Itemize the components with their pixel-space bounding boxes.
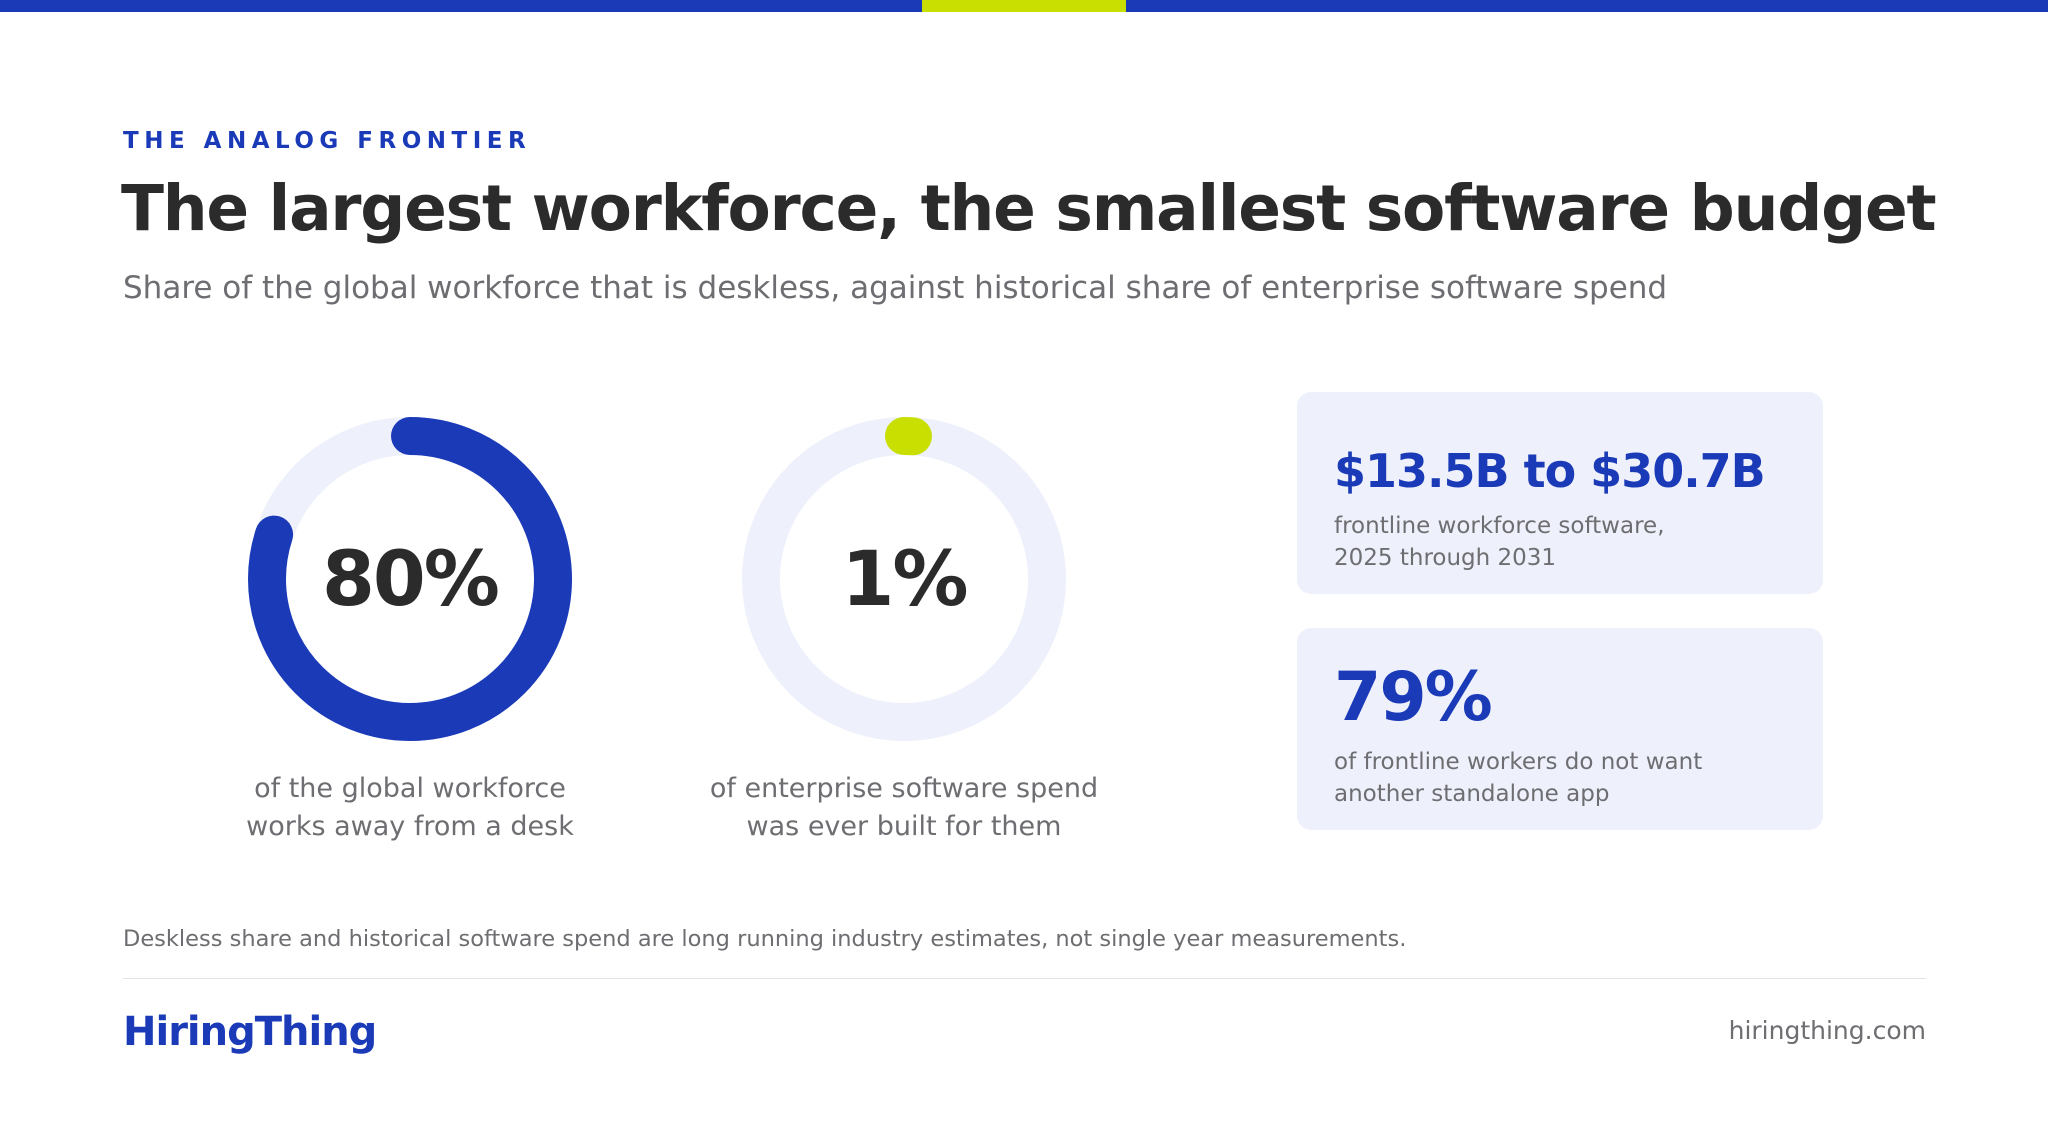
top-accent-highlight [922,0,1126,12]
caption-line: works away from a desk [246,811,574,842]
software-spend-ring: 1% [739,414,1069,744]
description-line: frontline workforce software, [1334,513,1665,539]
footnote: Deskless share and historical software s… [123,926,1407,952]
ring-value: 1% [841,534,968,623]
ring-progress-arc [248,417,572,741]
ring-value: 80% [322,534,500,623]
website-link[interactable]: hiringthing.com [1728,1016,1926,1045]
stat-card-app-fatigue: 79% of frontline workers do not want ano… [1297,628,1823,830]
ring-caption: of the global workforce works away from … [190,770,630,846]
deskless-share-ring: 80% [245,414,575,744]
page-title: The largest workforce, the smallest soft… [121,172,1937,245]
footer-divider [123,978,1926,979]
ring-caption: of enterprise software spend was ever bu… [684,770,1124,846]
caption-line: was ever built for them [746,811,1062,842]
description-line: another standalone app [1334,781,1610,807]
page-subtitle: Share of the global workforce that is de… [123,270,1668,306]
caption-line: of the global workforce [254,773,566,804]
card-description: frontline workforce software, 2025 throu… [1334,510,1665,574]
card-description: of frontline workers do not want another… [1334,746,1702,810]
brand-logo: HiringThing [123,1009,377,1055]
caption-line: of enterprise software spend [709,773,1099,804]
eyebrow-label: THE ANALOG FRONTIER [123,128,532,154]
description-line: of frontline workers do not want [1334,749,1703,775]
ring-progress-arc [742,417,1066,741]
card-figure: 79% [1334,658,1493,737]
card-figure: $13.5B to $30.7B [1334,444,1766,498]
donut-chart [248,417,572,741]
donut-chart [742,417,1066,741]
description-line: 2025 through 2031 [1334,545,1557,571]
stat-card-market-size: $13.5B to $30.7B frontline workforce sof… [1297,392,1823,594]
